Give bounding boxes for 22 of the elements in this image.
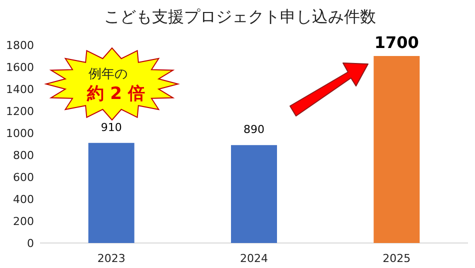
y-tick-label: 1000 [6,127,34,140]
y-tick-label: 400 [13,193,34,206]
y-tick-label: 1800 [6,39,34,52]
x-tick-label: 2025 [382,252,411,265]
y-tick-label: 800 [13,149,34,162]
x-tick-label: 2023 [97,252,126,265]
data-label: 910 [100,120,122,134]
data-label: 890 [244,123,264,136]
data-label: 1700 [374,33,419,52]
bar [374,56,420,243]
y-tick-label: 1600 [6,61,34,74]
chart-title: こども支援プロジェクト申し込み件数 [104,7,376,26]
y-tick-label: 1400 [6,83,34,96]
bar [88,142,134,243]
x-tick-label: 2024 [240,252,268,265]
y-tick-label: 0 [27,237,34,250]
annotation: 約 2 倍 [86,84,145,104]
bar [231,145,277,243]
y-tick-label: 600 [13,171,34,184]
annotation: 例年の [88,67,128,82]
y-tick-label: 200 [13,215,34,228]
y-tick-label: 1200 [6,105,34,118]
